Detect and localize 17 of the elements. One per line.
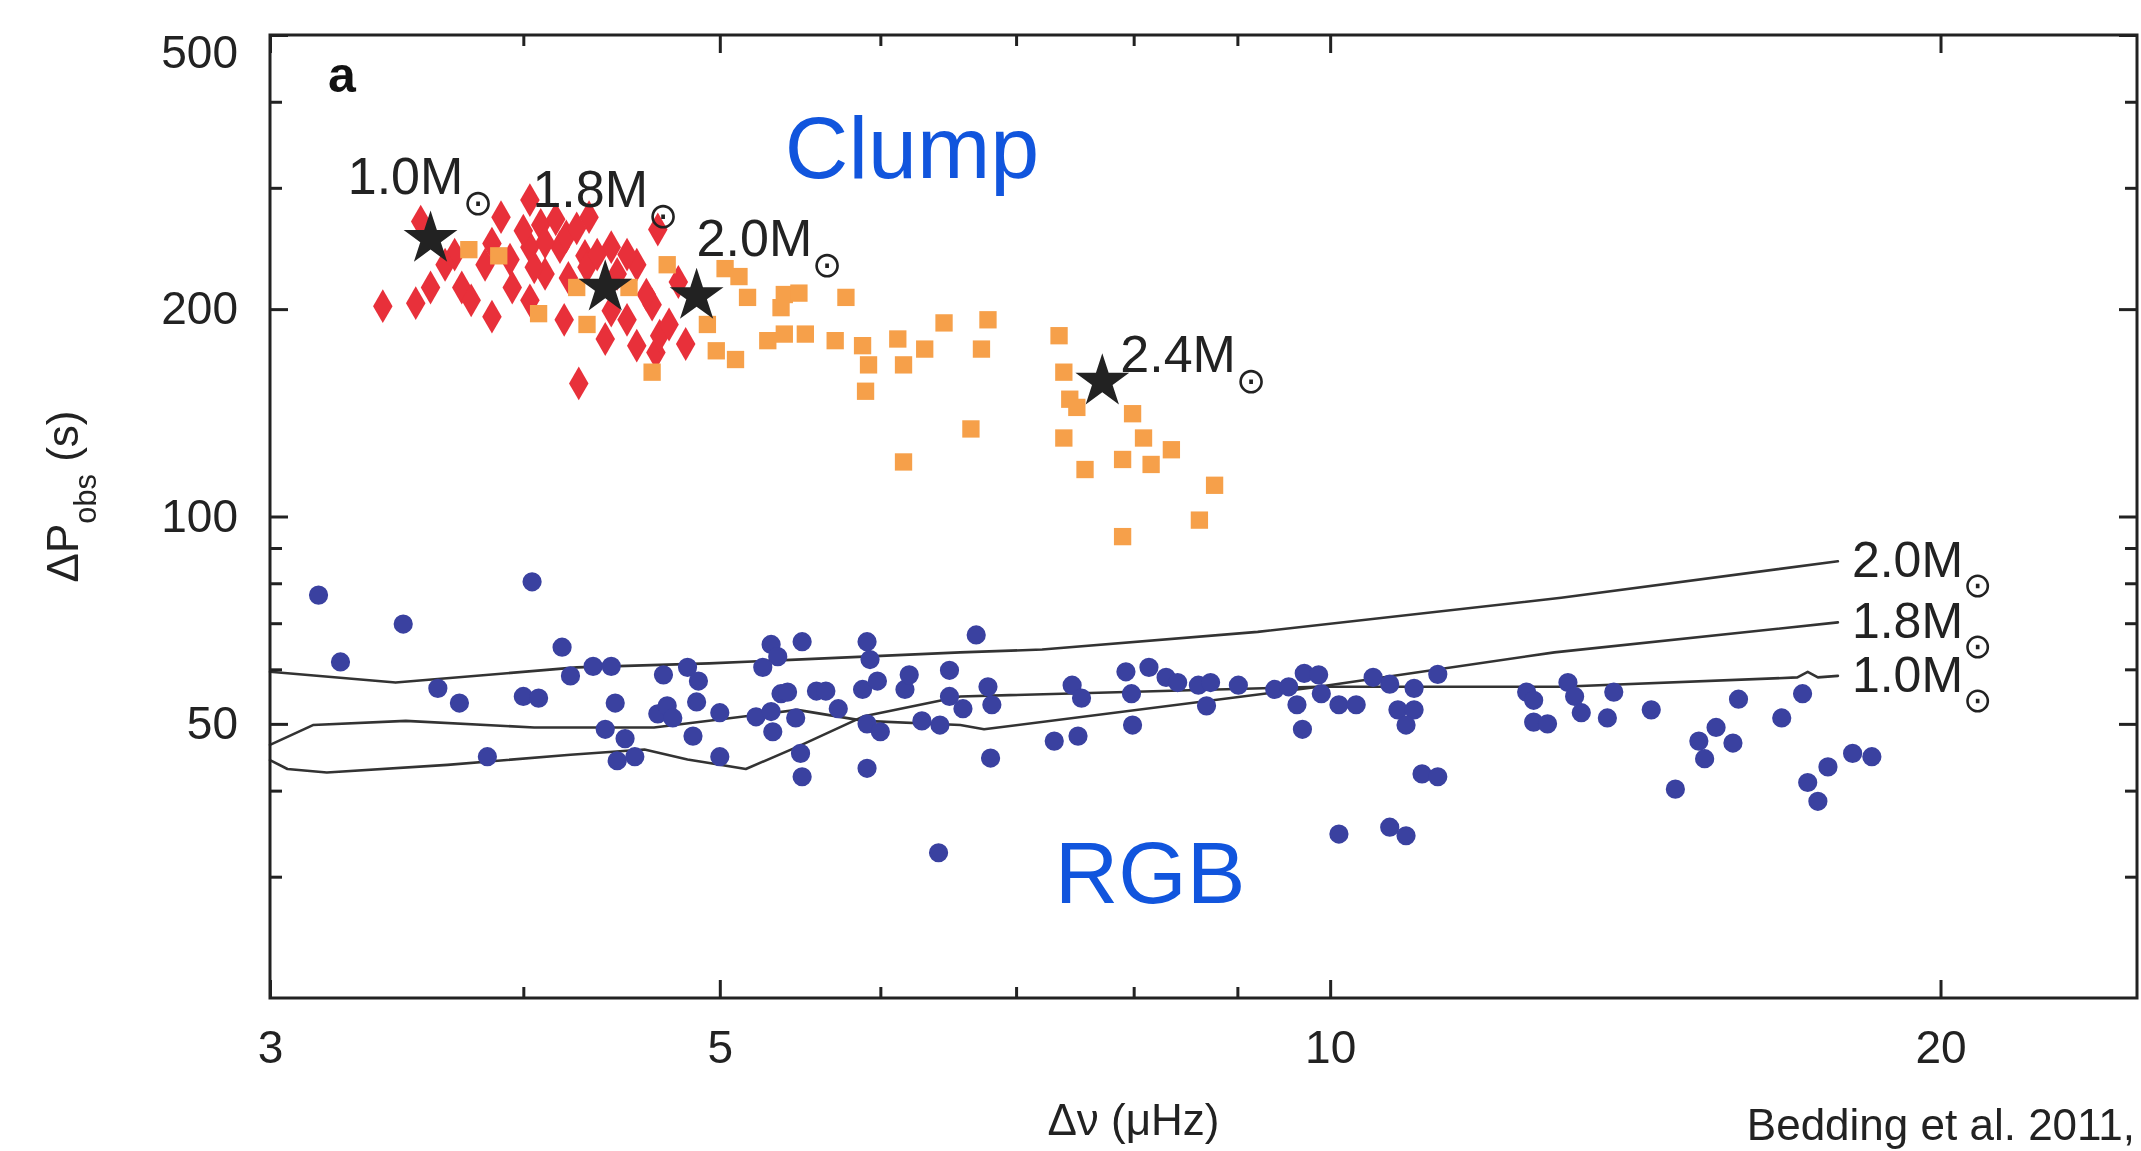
x-tick-label: 5 [707, 1020, 734, 1073]
annotation: 2.0M$_{⊙}$ [696, 208, 843, 285]
y-tick-label: 100 [161, 489, 238, 542]
x-axis-title: Δν (μHz) [1047, 1095, 1220, 1144]
y-tick-label: 50 [186, 697, 238, 750]
annotation: 1.0M$_{⊙}$ [347, 146, 494, 223]
annotation: 1.8M$_{⊙}$ [532, 160, 679, 236]
annotation: RGB [1054, 823, 1246, 922]
text: Bedding et al. 2011, [1746, 1100, 2135, 1149]
annotation: 2.4M$_{⊙}$ [1120, 324, 1266, 401]
x-tick-label: 10 [1305, 1020, 1357, 1073]
y-tick-label: 200 [161, 282, 238, 335]
y-tick-label: 500 [161, 25, 238, 78]
x-tick-label: 20 [1915, 1020, 1967, 1073]
annotation: Clump [784, 98, 1040, 197]
annotation: a [328, 47, 358, 103]
x-tick-label: 3 [257, 1020, 284, 1073]
